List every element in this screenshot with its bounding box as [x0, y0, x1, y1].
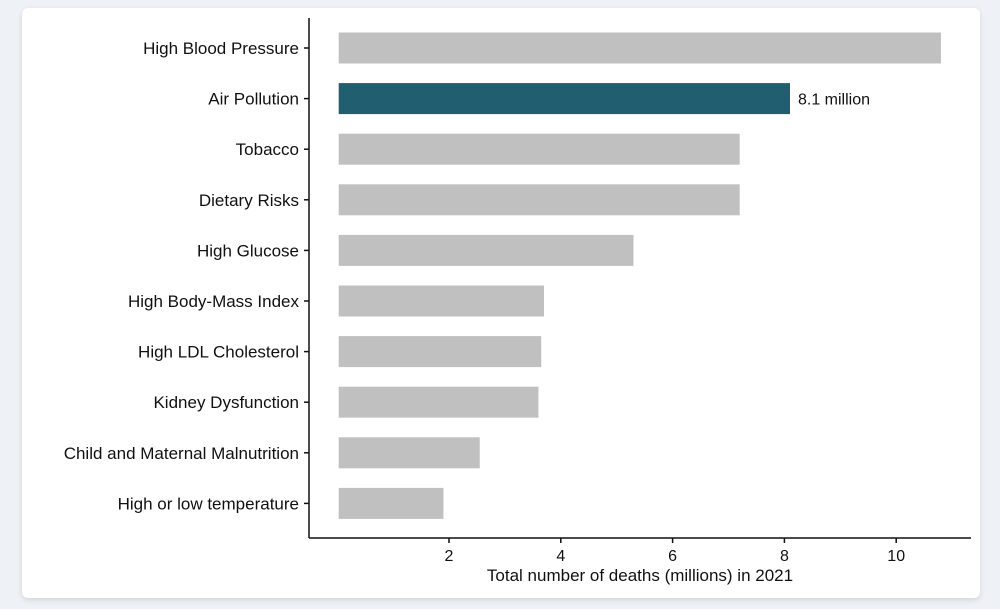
- category-label: Tobacco: [236, 140, 299, 159]
- category-label: High Body-Mass Index: [128, 292, 300, 311]
- bar-dietary-risks: [338, 184, 740, 216]
- category-label: Kidney Dysfunction: [153, 393, 299, 412]
- x-tick-label: 6: [668, 548, 677, 565]
- category-labels-group: High Blood Pressure Air Pollution Tobacco D…: [64, 39, 300, 513]
- bar-air-pollution: [338, 83, 790, 115]
- x-axis-title: Total number of deaths (millions) in 202…: [487, 566, 793, 585]
- category-label: High LDL Cholesterol: [138, 343, 299, 362]
- bars-group: [338, 32, 941, 519]
- category-label: High or low temperature: [118, 494, 299, 513]
- x-tick-label: 2: [445, 548, 454, 565]
- bar-high-body-mass-index: [338, 285, 545, 317]
- category-label: Child and Maternal Malnutrition: [64, 444, 299, 463]
- x-tick-label: 10: [887, 548, 905, 565]
- bar-tobacco: [338, 133, 740, 165]
- category-label: High Glucose: [197, 241, 299, 260]
- bar-high-or-low-temperature: [338, 487, 444, 519]
- y-axis: [304, 18, 310, 538]
- bar-high-glucose: [338, 234, 634, 266]
- bar-child-and-maternal-malnutrition: [338, 437, 480, 469]
- bar-high-blood-pressure: [338, 32, 941, 64]
- x-tick-label: 8: [780, 548, 789, 565]
- bar-kidney-dysfunction: [338, 386, 539, 418]
- bar-high-ldl-cholesterol: [338, 336, 542, 368]
- category-label: Dietary Risks: [199, 191, 299, 210]
- x-axis: 2 4 6 8 10: [309, 537, 971, 565]
- category-label: Air Pollution: [208, 90, 299, 109]
- category-label: High Blood Pressure: [143, 39, 299, 58]
- x-tick-label: 4: [556, 548, 565, 565]
- highlight-data-label: 8.1 million: [798, 92, 870, 109]
